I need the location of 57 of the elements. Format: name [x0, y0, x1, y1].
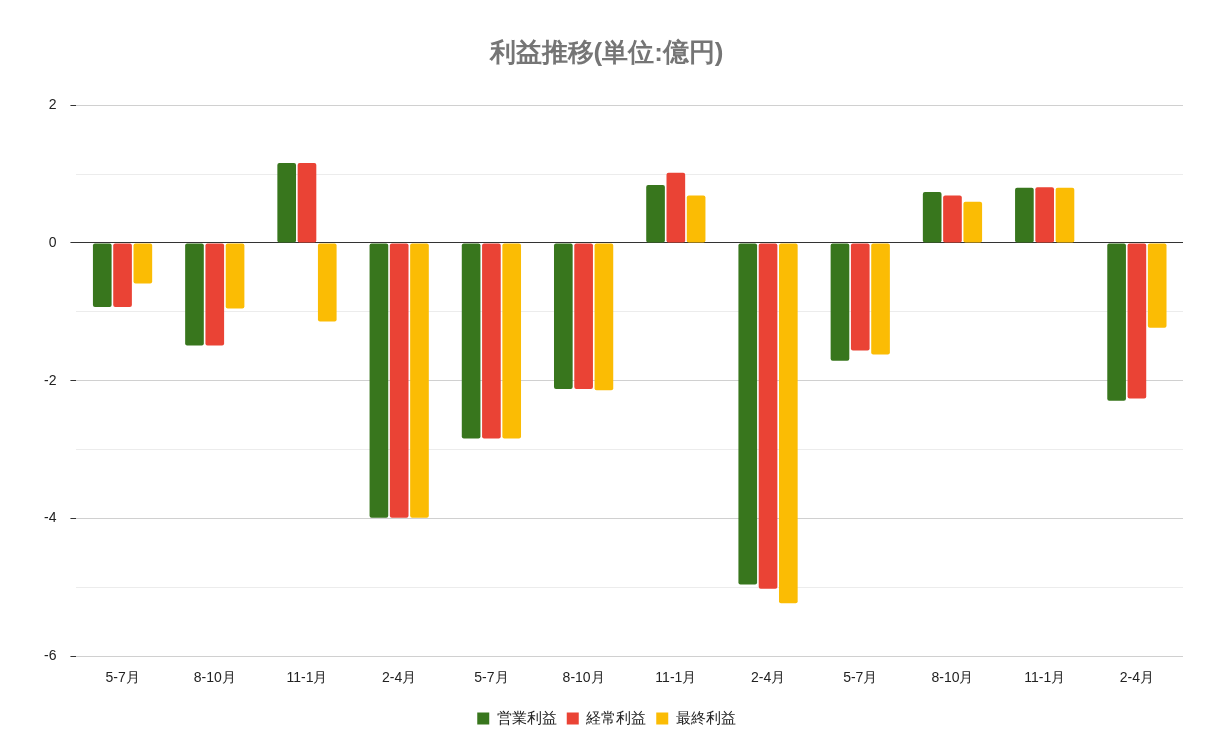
legend-label: 営業利益: [496, 708, 557, 726]
y-tick-label: -4: [44, 509, 57, 526]
bar: [922, 191, 942, 243]
bar: [943, 195, 962, 243]
bar: [594, 243, 614, 391]
bar: [554, 243, 573, 389]
bar: [482, 243, 501, 439]
bar: [461, 243, 481, 439]
bar: [225, 243, 245, 309]
bar: [133, 243, 153, 284]
x-tick-label: 8-10月: [931, 669, 974, 686]
bar: [758, 243, 778, 589]
x-tick-label: 8-10月: [193, 669, 236, 686]
bar: [277, 163, 297, 243]
y-tick-label: 2: [48, 96, 57, 113]
bar: [1055, 187, 1075, 243]
bar: [686, 195, 706, 243]
bar: [317, 243, 337, 322]
bar: [297, 163, 317, 243]
bar: [738, 243, 758, 585]
bar: [502, 243, 522, 439]
bar: [666, 172, 686, 243]
x-tick-label: 8-10月: [562, 669, 605, 686]
y-tick-label: -2: [44, 371, 57, 388]
x-tick-label: 11-1月: [655, 669, 697, 686]
y-tick-label: 0: [48, 233, 57, 250]
bar: [1147, 243, 1167, 328]
bar: [1015, 187, 1034, 243]
y-tick-label: -6: [44, 647, 57, 664]
bar: [185, 243, 204, 346]
chart-title: 利益推移(単位:億円): [488, 36, 724, 67]
bar: [646, 185, 665, 243]
x-tick-label: 5-7月: [843, 669, 878, 686]
bar: [850, 243, 870, 351]
x-tick-label: 2-4月: [382, 669, 417, 686]
x-tick-label: 5-7月: [474, 669, 509, 686]
bar: [830, 243, 850, 361]
bar: [389, 243, 409, 518]
x-tick-label: 5-7月: [105, 669, 140, 686]
bar: [410, 243, 429, 518]
bar: [871, 243, 890, 355]
bar: [92, 243, 112, 307]
bar: [369, 243, 389, 518]
bar: [1127, 243, 1147, 399]
bar: [1035, 187, 1055, 243]
x-tick-label: 11-1月: [286, 669, 328, 686]
bar: [205, 243, 225, 346]
x-tick-label: 2-4月: [1119, 669, 1155, 686]
bar: [113, 243, 132, 307]
x-tick-label: 11-1月: [1024, 669, 1066, 686]
bar: [963, 201, 983, 243]
legend-label: 最終利益: [675, 708, 736, 726]
x-tick-label: 2-4月: [750, 669, 786, 686]
bar: [779, 243, 798, 604]
bar: [574, 243, 593, 389]
bar: [1107, 243, 1126, 401]
legend-label: 経常利益: [585, 708, 647, 726]
